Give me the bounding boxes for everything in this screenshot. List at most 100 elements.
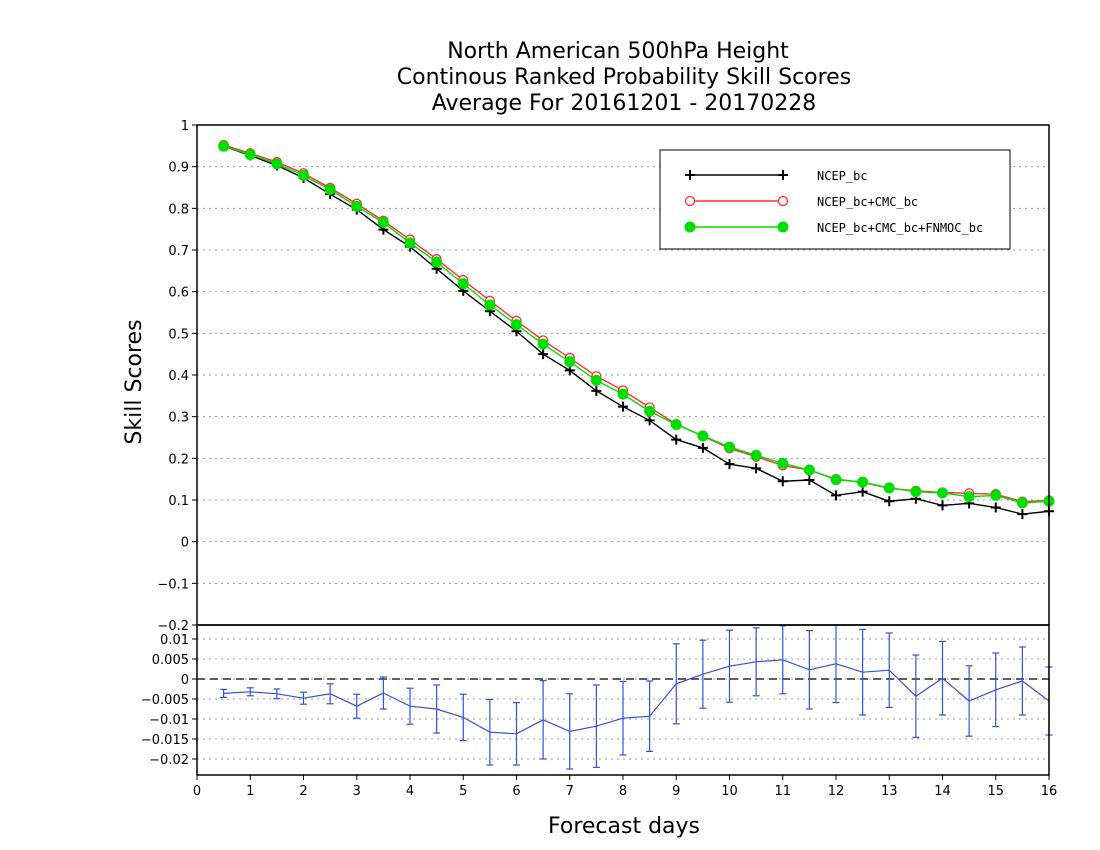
series-point bbox=[990, 489, 1002, 501]
x-axis-label: Forecast days bbox=[548, 814, 700, 839]
legend-item: NCEP_bc+CMC_bc+FNMOC_bc bbox=[684, 221, 983, 235]
legend-marker bbox=[777, 195, 789, 207]
error-bar bbox=[939, 640, 946, 716]
series-point bbox=[963, 491, 975, 503]
series-point bbox=[404, 237, 416, 249]
x-tick-label: 16 bbox=[1041, 784, 1058, 799]
error-bar bbox=[566, 693, 574, 770]
error-bar bbox=[300, 691, 307, 705]
bottom-y-tick-label: 0 bbox=[181, 673, 189, 688]
series-point bbox=[777, 476, 788, 487]
series-point bbox=[857, 486, 868, 497]
error-bar bbox=[246, 687, 254, 697]
x-tick-label: 8 bbox=[619, 784, 627, 799]
error-bar bbox=[699, 639, 707, 709]
series-point bbox=[644, 415, 655, 426]
top-y-tick-label: 0.9 bbox=[168, 161, 189, 176]
error-bar bbox=[273, 688, 281, 700]
chart-title-line-1: North American 500hPa Height bbox=[447, 39, 789, 64]
legend-marker bbox=[685, 170, 695, 180]
series-point bbox=[511, 319, 522, 331]
series-point bbox=[803, 464, 815, 476]
error-bar bbox=[646, 680, 654, 753]
top-y-tick-label: 0.6 bbox=[168, 286, 189, 301]
error-bar bbox=[859, 628, 867, 716]
error-bar bbox=[220, 688, 228, 699]
x-tick-label: 6 bbox=[512, 784, 520, 799]
top-y-tick-label: 0.7 bbox=[168, 244, 189, 259]
top-y-tick-label: 0.8 bbox=[168, 202, 189, 217]
x-tick-label: 0 bbox=[193, 784, 201, 799]
x-tick-label: 1 bbox=[246, 784, 254, 799]
error-bar bbox=[726, 629, 733, 703]
top-y-tick-label: 0.2 bbox=[168, 452, 189, 467]
legend-marker bbox=[778, 170, 788, 180]
series-point bbox=[1017, 509, 1028, 520]
series-point bbox=[590, 374, 602, 386]
series-point bbox=[937, 500, 948, 511]
bottom-y-tick-label: −0.01 bbox=[149, 713, 189, 728]
x-tick-label: 3 bbox=[353, 784, 361, 799]
series-point bbox=[777, 457, 789, 469]
series-point bbox=[431, 256, 443, 268]
top-y-tick-label: 0.4 bbox=[168, 369, 189, 384]
series-point bbox=[537, 338, 549, 350]
x-tick-label: 14 bbox=[934, 784, 951, 799]
error-bar bbox=[379, 676, 387, 710]
x-tick-label: 11 bbox=[774, 784, 791, 799]
legend-item: NCEP_bc+CMC_bc bbox=[684, 195, 918, 209]
series-point bbox=[990, 502, 1001, 513]
top-panel-series bbox=[218, 139, 1055, 520]
error-bar bbox=[459, 693, 467, 742]
series-point bbox=[804, 475, 815, 485]
top-y-tick-label: 0.3 bbox=[168, 411, 189, 426]
x-tick-label: 7 bbox=[566, 784, 574, 799]
x-tick-label: 12 bbox=[828, 784, 845, 799]
error-bar bbox=[672, 643, 680, 725]
bottom-y-tick-label: −0.015 bbox=[141, 733, 189, 748]
error-bar bbox=[486, 698, 494, 766]
top-y-tick-label: 0.5 bbox=[168, 327, 189, 342]
series-3 bbox=[218, 140, 1055, 509]
bottom-y-tick-label: −0.02 bbox=[149, 753, 189, 768]
chart-title-line-2: Continous Ranked Probability Skill Score… bbox=[397, 65, 851, 90]
error-bar bbox=[433, 684, 441, 734]
series-point bbox=[670, 419, 682, 431]
series-point bbox=[830, 474, 842, 486]
series-point bbox=[697, 442, 708, 453]
error-bar bbox=[805, 629, 813, 710]
bottom-y-tick-label: 0.01 bbox=[160, 633, 189, 648]
legend-marker bbox=[684, 221, 696, 233]
series-point bbox=[484, 299, 496, 311]
top-y-tick-label: 0 bbox=[181, 536, 189, 551]
chart-title-line-3: Average For 20161201 - 20170228 bbox=[432, 91, 817, 116]
series-point bbox=[751, 463, 762, 474]
x-tick-label: 10 bbox=[721, 784, 738, 799]
bottom-panel-frame bbox=[196, 624, 1050, 776]
error-bar bbox=[965, 665, 973, 737]
error-bar bbox=[513, 701, 520, 766]
series-point bbox=[591, 385, 602, 396]
bottom-y-tick-label: 0.005 bbox=[152, 653, 189, 668]
series-point bbox=[724, 459, 735, 470]
series-point bbox=[324, 184, 336, 196]
top-y-tick-label: 1 bbox=[181, 119, 189, 134]
series-point bbox=[857, 476, 869, 488]
series-point bbox=[351, 200, 363, 212]
legend-marker bbox=[777, 221, 789, 233]
error-bar bbox=[539, 679, 547, 760]
series-point bbox=[884, 496, 895, 507]
x-tick-label: 5 bbox=[459, 784, 467, 799]
series-point bbox=[750, 449, 762, 461]
series-point bbox=[617, 388, 629, 400]
x-tick-label: 13 bbox=[881, 784, 898, 799]
series-point bbox=[910, 486, 922, 498]
series-point bbox=[644, 405, 656, 417]
legend-label: NCEP_bc+CMC_bc bbox=[817, 195, 918, 209]
series-point bbox=[697, 430, 709, 442]
error-bar bbox=[912, 654, 920, 739]
top-y-tick-label: −0.2 bbox=[157, 619, 189, 634]
difference-series bbox=[220, 624, 1053, 770]
series-point bbox=[1016, 497, 1028, 509]
